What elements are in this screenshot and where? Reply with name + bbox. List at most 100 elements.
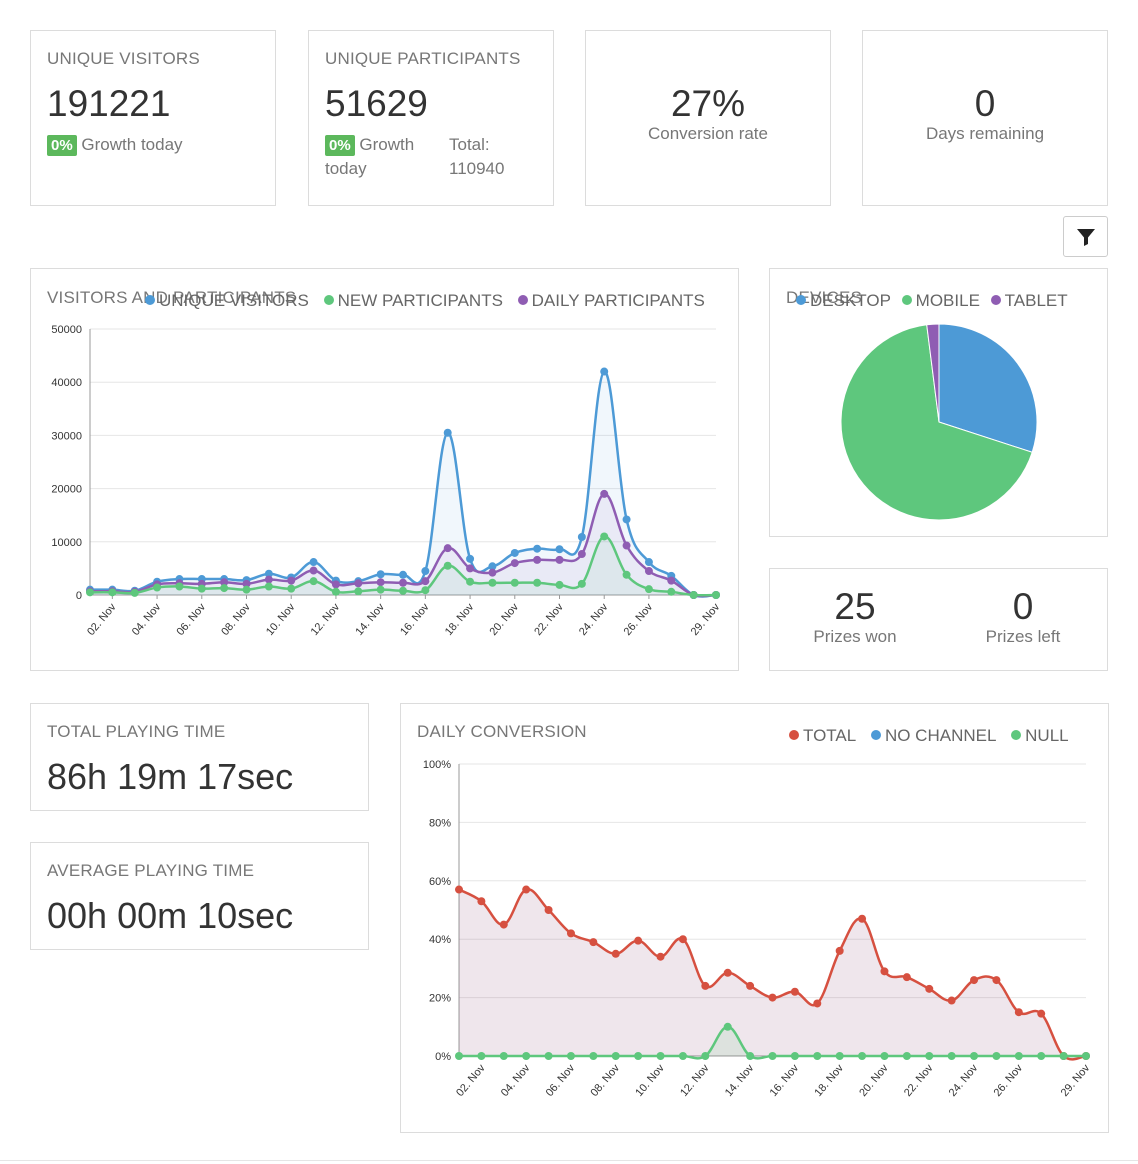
data-point <box>768 1052 777 1060</box>
unique-visitors-growth: 0% Growth today <box>47 133 183 157</box>
data-point <box>555 545 564 554</box>
data-point <box>1014 1008 1023 1017</box>
data-point <box>712 591 720 599</box>
data-point <box>701 981 710 990</box>
data-point <box>443 561 452 570</box>
unique-visitors-card: UNIQUE VISITORS 191221 0% Growth today <box>30 30 276 206</box>
data-point <box>220 584 229 593</box>
data-point <box>566 929 575 938</box>
data-point <box>925 984 934 993</box>
growth-badge: 0% <box>325 135 355 156</box>
data-point <box>644 585 653 594</box>
total-playing-time-value: 86h 19m 17sec <box>47 756 294 797</box>
data-point <box>544 906 553 914</box>
data-point <box>522 1052 531 1060</box>
data-point <box>1014 1052 1023 1060</box>
legend-dot <box>323 295 334 305</box>
data-point <box>902 1052 911 1060</box>
devices-card: DEVICES DESKTOP MOBILE TABLET <box>769 268 1108 537</box>
y-tick-label: 100% <box>423 759 451 771</box>
data-point <box>488 568 497 577</box>
legend-item-unique-visitors[interactable]: UNIQUE VISITORS <box>145 291 309 311</box>
legend-label: UNIQUE VISITORS <box>159 291 309 310</box>
legend-label: TOTAL <box>803 726 857 745</box>
legend-item-new-participants[interactable]: NEW PARTICIPANTS <box>323 291 503 311</box>
legend-label: DAILY PARTICIPANTS <box>531 291 705 310</box>
x-tick-label: 24. Nov <box>577 601 611 638</box>
data-point <box>970 1052 979 1060</box>
legend-item-mobile[interactable]: MOBILE <box>901 291 980 311</box>
prizes-left-stat: 0 Prizes left <box>938 587 1108 647</box>
legend-dot <box>145 295 155 305</box>
data-point <box>331 580 340 589</box>
prizes-card: 25 Prizes won 0 Prizes left <box>769 568 1108 671</box>
x-tick-label: 08. Nov <box>588 1062 622 1099</box>
days-value: 0 <box>974 83 996 124</box>
data-point <box>399 586 407 595</box>
legend-item-daily-participants[interactable]: DAILY PARTICIPANTS <box>517 291 705 311</box>
conversion-stat: 27% Conversion rate <box>586 84 830 144</box>
filter-button[interactable] <box>1063 216 1108 257</box>
data-point <box>86 588 94 597</box>
data-point <box>577 550 586 559</box>
series-area <box>90 493 716 597</box>
data-point <box>835 1052 844 1060</box>
growth-label: Growth <box>359 135 415 154</box>
data-point <box>455 885 463 894</box>
legend-item-desktop[interactable]: DESKTOP <box>796 291 891 311</box>
data-point <box>746 981 755 990</box>
pie-slice-mobile <box>840 324 1033 521</box>
data-point <box>488 578 497 587</box>
data-point <box>477 897 486 906</box>
data-point <box>667 576 676 585</box>
x-tick-label: 22. Nov <box>532 601 566 638</box>
total-playing-time-card: TOTAL PLAYING TIME 86h 19m 17sec <box>30 703 369 811</box>
data-point <box>510 559 519 568</box>
legend-item-total[interactable]: TOTAL <box>789 726 856 746</box>
data-point <box>611 949 620 958</box>
legend-item-null[interactable]: NULL <box>1011 726 1069 746</box>
prizes-left-label: Prizes left <box>985 627 1061 646</box>
x-tick-label: 06. Nov <box>175 601 209 638</box>
data-point <box>723 968 732 977</box>
data-point <box>376 585 385 594</box>
unique-participants-value: 51629 <box>325 83 428 124</box>
legend-item-tablet[interactable]: TABLET <box>990 291 1068 311</box>
total-label: Total: <box>449 135 490 154</box>
data-point <box>242 585 251 594</box>
visitors-chart: 0 10000 20000 30000 40000 50000 02. Nov 04. Nov… <box>51 324 722 638</box>
data-point <box>701 1052 710 1060</box>
data-point <box>1059 1052 1068 1060</box>
legend-dot <box>990 295 1001 305</box>
data-point <box>992 976 1001 985</box>
data-point <box>555 580 564 589</box>
data-point <box>656 952 665 961</box>
prizes-won-label: Prizes won <box>813 627 897 646</box>
data-point <box>544 1052 553 1060</box>
y-tick-label: 20000 <box>51 484 82 496</box>
y-tick-label: 80% <box>429 817 451 829</box>
x-tick-label: 14. Nov <box>723 1062 757 1099</box>
data-point <box>947 1052 956 1060</box>
data-point <box>455 1052 463 1060</box>
legend-item-no-channel[interactable]: NO CHANNEL <box>870 726 996 746</box>
conversion-label: Conversion rate <box>647 124 768 143</box>
data-point <box>153 583 162 592</box>
data-point <box>858 914 867 923</box>
data-point <box>499 1052 508 1060</box>
average-playing-time-card: AVERAGE PLAYING TIME 00h 00m 10sec <box>30 842 369 950</box>
data-point <box>354 587 363 596</box>
legend-dot <box>870 730 881 740</box>
days-stat: 0 Days remaining <box>863 84 1107 144</box>
legend-dot <box>1011 730 1022 740</box>
x-tick-label: 06. Nov <box>544 1062 578 1099</box>
x-tick-label: 02. Nov <box>85 601 119 638</box>
x-tick-label: 14. Nov <box>353 601 387 638</box>
data-point <box>399 570 407 579</box>
data-point <box>1037 1009 1046 1018</box>
data-point <box>242 579 251 588</box>
x-tick-label: 24. Nov <box>947 1062 981 1099</box>
data-point <box>130 588 139 597</box>
days-remaining-card: 0 Days remaining <box>862 30 1108 206</box>
data-point <box>533 544 542 553</box>
